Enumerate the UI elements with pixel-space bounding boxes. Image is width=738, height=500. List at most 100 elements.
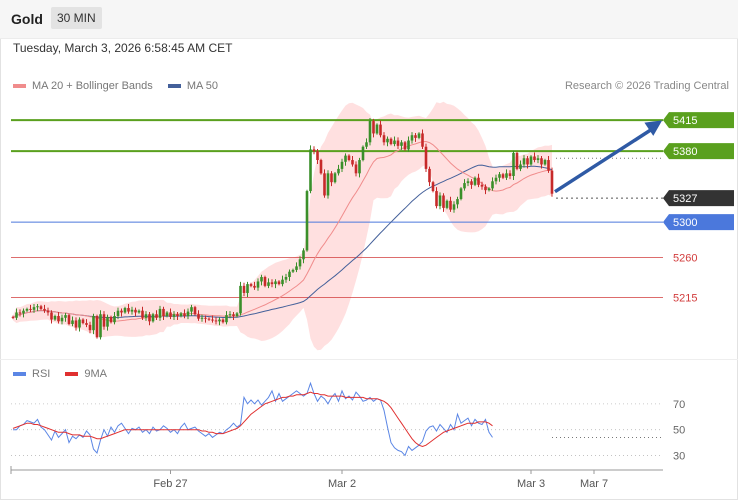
candle-137 <box>491 181 494 189</box>
candle-105 <box>379 124 382 136</box>
candle-138 <box>494 177 498 182</box>
candle-57 <box>211 319 214 321</box>
candle-103 <box>372 121 375 134</box>
candle-150 <box>536 158 540 161</box>
candle-32 <box>123 308 127 313</box>
candle-78 <box>284 277 288 280</box>
legend-ma50: MA 50 <box>186 80 219 92</box>
candle-74 <box>270 282 274 285</box>
candle-95 <box>344 155 347 162</box>
rsi-ma-line <box>12 391 493 448</box>
candle-116 <box>417 133 421 138</box>
candle-31 <box>120 310 123 313</box>
candle-67 <box>246 284 249 293</box>
rsi-ma-swatch <box>65 372 79 377</box>
candle-114 <box>410 135 414 141</box>
candle-35 <box>134 309 137 313</box>
candle-135 <box>484 186 487 191</box>
candle-121 <box>435 191 438 207</box>
level-label-0: 5415 <box>673 115 697 127</box>
candle-58 <box>214 320 218 322</box>
candle-123 <box>442 195 445 208</box>
candle-81 <box>295 266 298 270</box>
candle-110 <box>396 140 400 146</box>
candle-27 <box>106 316 109 327</box>
candle-16 <box>67 315 71 324</box>
forecast-arrow-head <box>644 120 663 136</box>
candle-21 <box>85 323 88 325</box>
candle-45 <box>169 312 172 317</box>
candle-96 <box>347 155 351 161</box>
legend-ma20: MA 20 + Bollinger Bands <box>32 80 153 92</box>
candle-38 <box>144 314 148 318</box>
rsi-swatch <box>13 372 26 377</box>
candle-77 <box>281 279 284 285</box>
candle-68 <box>249 284 253 286</box>
ma50-swatch <box>167 84 181 89</box>
candle-136 <box>487 188 491 191</box>
candle-152 <box>543 160 547 165</box>
candle-108 <box>389 138 393 145</box>
level-label-bg-0 <box>663 112 734 129</box>
legend-rsi: RSI <box>32 368 51 380</box>
candle-112 <box>403 142 407 150</box>
candle-104 <box>375 124 379 134</box>
chart-header: Gold 30 MIN <box>0 0 738 39</box>
candle-90 <box>326 173 330 196</box>
candle-34 <box>130 309 134 312</box>
candle-101 <box>365 142 368 147</box>
candle-46 <box>172 314 176 317</box>
candle-151 <box>540 158 543 165</box>
candle-100 <box>361 146 365 161</box>
candle-83 <box>302 250 305 260</box>
candle-54 <box>200 317 204 319</box>
candle-117 <box>421 133 424 147</box>
candle-126 <box>452 204 456 210</box>
candle-9 <box>43 308 46 311</box>
panel-separator <box>0 359 738 360</box>
candle-37 <box>141 310 144 318</box>
candle-22 <box>88 324 92 331</box>
candle-62 <box>228 314 232 316</box>
candle-66 <box>242 285 246 293</box>
level-label-4: 5260 <box>673 253 697 265</box>
candle-17 <box>71 320 74 324</box>
candle-24 <box>95 316 99 338</box>
candle-118 <box>424 146 428 169</box>
instrument-title: Gold <box>11 11 43 27</box>
level-label-1: 5380 <box>673 146 697 158</box>
candle-107 <box>386 138 389 143</box>
candle-43 <box>162 308 165 317</box>
candle-42 <box>158 308 162 318</box>
candle-14 <box>60 317 64 322</box>
candle-15 <box>64 315 67 318</box>
candle-3 <box>22 310 25 314</box>
candle-144 <box>515 152 519 169</box>
candle-60 <box>221 319 225 323</box>
candle-40 <box>151 314 155 322</box>
candle-133 <box>477 177 480 185</box>
candle-33 <box>127 308 130 312</box>
candle-30 <box>116 310 120 317</box>
candle-59 <box>218 319 221 322</box>
candle-154 <box>550 170 554 194</box>
candle-5 <box>29 308 32 310</box>
timeframe-badge[interactable]: 30 MIN <box>51 7 102 29</box>
candle-70 <box>256 281 260 288</box>
candle-2 <box>18 312 22 314</box>
candle-55 <box>204 317 207 319</box>
candle-115 <box>414 135 417 138</box>
bollinger-bands-area <box>13 101 552 351</box>
candle-102 <box>368 121 372 143</box>
candle-131 <box>470 181 473 185</box>
candle-48 <box>179 313 183 317</box>
candle-51 <box>190 307 193 312</box>
candle-130 <box>466 181 470 184</box>
candle-148 <box>529 156 533 165</box>
candle-91 <box>330 173 333 183</box>
candle-73 <box>267 282 270 286</box>
candle-64 <box>235 313 239 317</box>
ma20-swatch <box>13 84 26 89</box>
candle-111 <box>400 142 403 146</box>
